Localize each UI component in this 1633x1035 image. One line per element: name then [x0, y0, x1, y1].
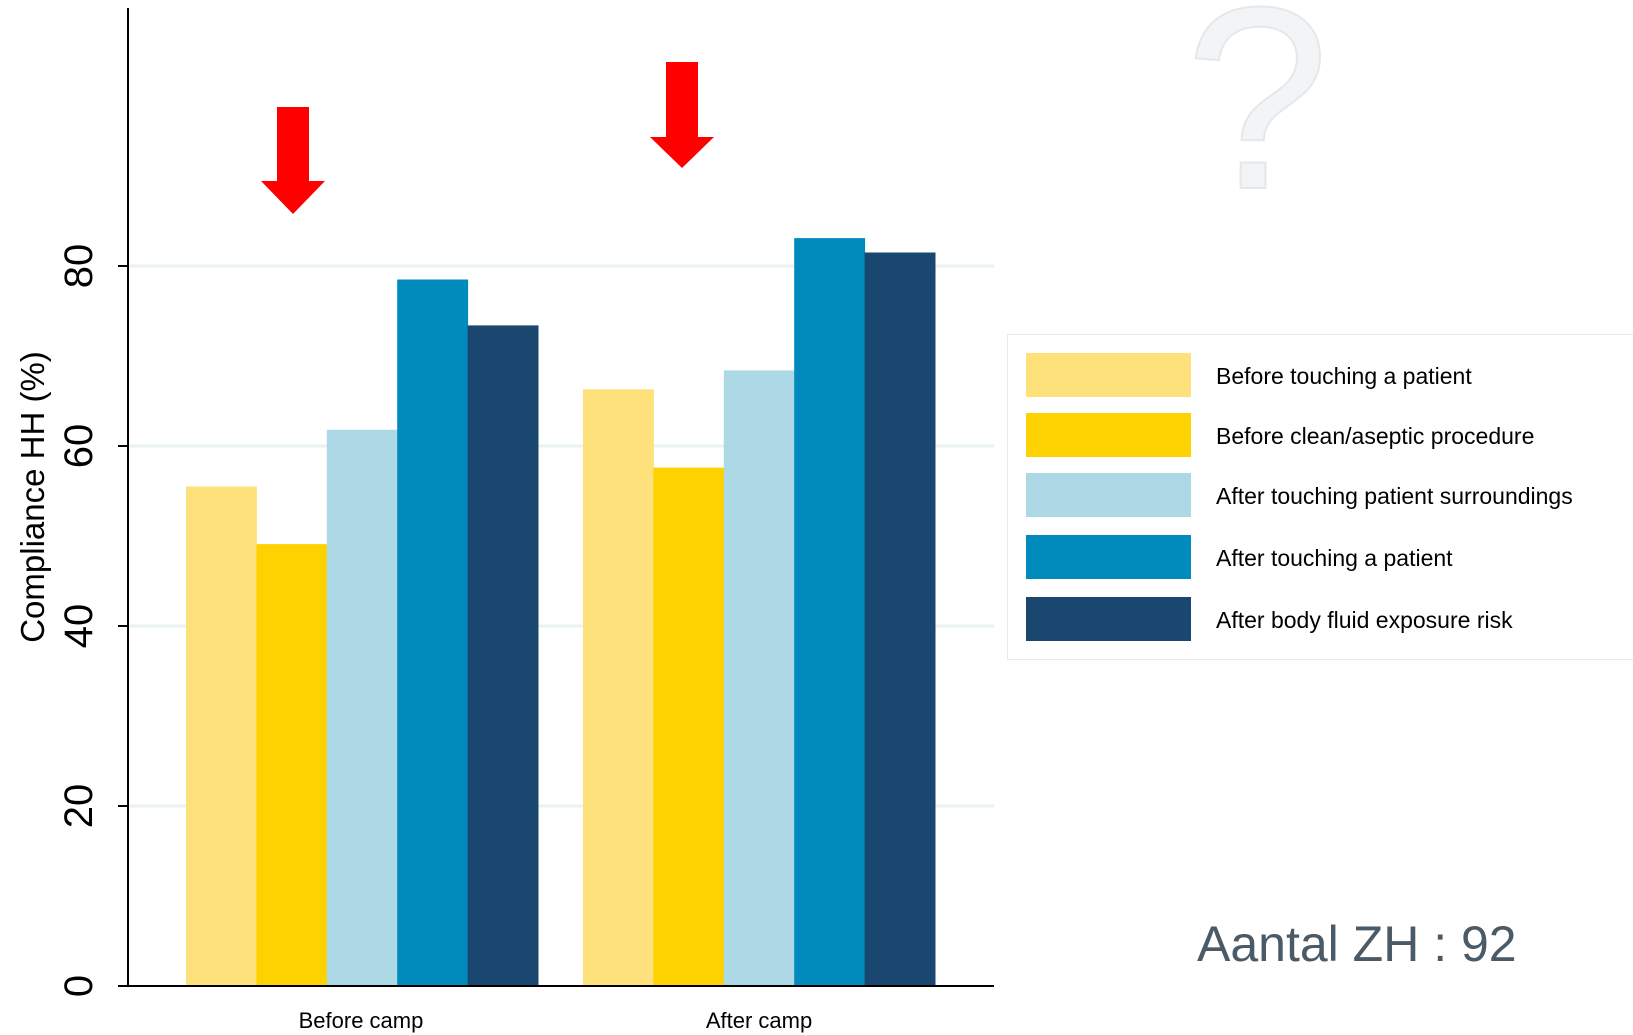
bar — [467, 325, 539, 986]
arrow-down-icon — [261, 107, 325, 214]
y-tick-label: 60 — [57, 424, 101, 469]
hospital-count-note: Aantal ZH : 92 — [1197, 916, 1517, 972]
legend-label: Before clean/aseptic procedure — [1216, 423, 1535, 449]
legend-label: After body fluid exposure risk — [1216, 607, 1513, 633]
bar — [326, 429, 398, 986]
bar — [256, 544, 328, 986]
bar — [397, 279, 469, 986]
y-tick-label: 40 — [57, 604, 101, 649]
bar — [653, 467, 725, 987]
y-tick-label: 0 — [57, 975, 101, 997]
arrow-down-icon — [650, 62, 714, 168]
legend-swatch — [1026, 353, 1191, 397]
bar — [583, 389, 654, 986]
legend-swatch — [1026, 473, 1191, 517]
legend-swatch — [1026, 597, 1191, 641]
legend-label: After touching a patient — [1216, 545, 1453, 571]
x-tick-label: Before camp — [299, 1008, 424, 1033]
bar — [186, 486, 257, 986]
chart-legend: Before touching a patient Before clean/a… — [1007, 334, 1633, 660]
legend-swatch — [1026, 535, 1191, 579]
bar-chart: 0 20 40 60 80 Compliance HH (%) Before camp Aft… — [14, 8, 994, 1033]
y-axis-title: Compliance HH (%) — [14, 351, 51, 643]
bar — [794, 238, 866, 987]
legend-swatch — [1026, 413, 1191, 457]
question-mark-watermark: ? — [1184, 0, 1331, 245]
y-tick-label: 20 — [57, 784, 101, 829]
x-tick-label: After camp — [706, 1008, 812, 1033]
bar — [723, 370, 795, 986]
y-tick-label: 80 — [57, 244, 101, 289]
legend-label: After touching patient surroundings — [1216, 483, 1573, 509]
legend-label: Before touching a patient — [1216, 363, 1472, 389]
bar — [864, 252, 936, 986]
